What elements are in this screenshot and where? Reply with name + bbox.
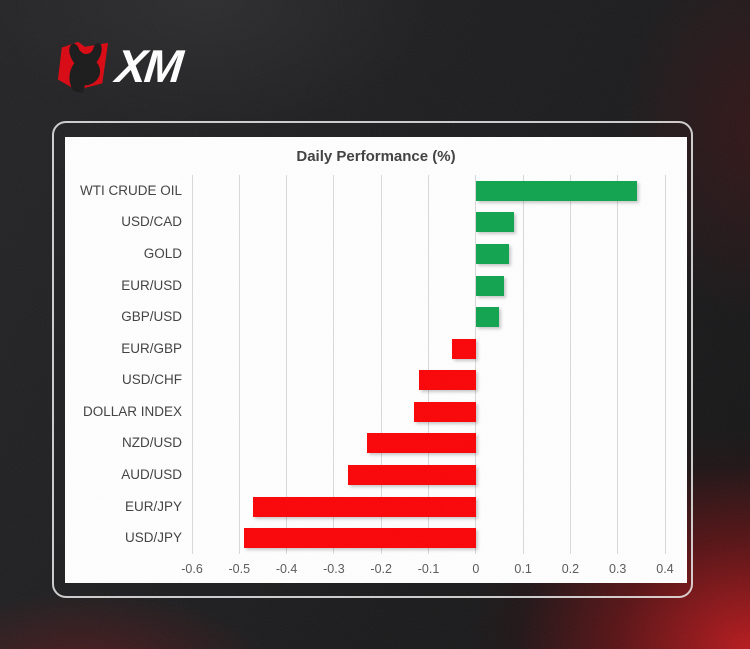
category-label: USD/CHF xyxy=(122,372,182,388)
bar-gbp-usd xyxy=(475,307,500,328)
tick-label: -0.5 xyxy=(228,562,251,576)
tick-label: 0.4 xyxy=(656,562,674,576)
bar-eur-usd xyxy=(475,275,505,296)
bar-eur-jpy xyxy=(253,496,476,517)
chart-surface: Daily Performance (%) WTI CRUDE OIL USD/C… xyxy=(65,137,687,583)
category-label: WTI CRUDE OIL xyxy=(79,182,182,198)
gridline xyxy=(238,175,240,554)
tick-label: -0.6 xyxy=(181,562,203,576)
gridline xyxy=(569,175,571,554)
tick-label: 0.1 xyxy=(514,562,532,576)
category-label: NZD/USD xyxy=(122,435,182,451)
tick-label: 0 xyxy=(472,562,480,576)
chart-card: Daily Performance (%) WTI CRUDE OIL USD/C… xyxy=(52,121,693,598)
bar-eur-gbp xyxy=(452,338,476,359)
category-label: GOLD xyxy=(143,245,182,261)
category-label: AUD/USD xyxy=(121,467,182,483)
bar-nzd-usd xyxy=(367,433,476,454)
category-label: USD/JPY xyxy=(124,530,182,546)
bar-usd-chf xyxy=(419,370,476,391)
value-axis: -0.6 -0.5 -0.4 -0.3 -0.2 -0.1 0 0.1 0.2 0.3 0.4 xyxy=(181,562,673,580)
plot-area xyxy=(191,175,666,554)
category-label: DOLLAR INDEX xyxy=(82,403,182,419)
bar-usd-jpy xyxy=(244,528,476,549)
bar-aud-usd xyxy=(348,465,476,486)
xm-logo: XM xyxy=(52,38,184,94)
bar-gold xyxy=(475,243,509,264)
category-label: USD/CAD xyxy=(121,214,182,230)
bar-wti-crude-oil xyxy=(475,180,637,201)
bar-dollar-index xyxy=(414,401,476,422)
tick-label: 0.2 xyxy=(561,562,580,576)
tick-label: -0.1 xyxy=(417,562,440,576)
tick-label: 0.3 xyxy=(608,562,627,576)
chart-title: Daily Performance (%) xyxy=(296,148,456,165)
tick-label: -0.4 xyxy=(275,562,298,576)
tick-label: -0.3 xyxy=(323,562,345,576)
category-axis: WTI CRUDE OIL USD/CAD GOLD EUR/USD GBP/USD EU… xyxy=(65,175,182,554)
gridline xyxy=(522,175,524,554)
category-label: EUR/GBP xyxy=(121,340,182,356)
tick-label: -0.2 xyxy=(370,562,392,576)
category-label: EUR/USD xyxy=(121,277,182,293)
gridline xyxy=(664,175,666,554)
xm-bull-icon xyxy=(57,41,109,93)
category-label: GBP/USD xyxy=(121,309,182,325)
category-label: EUR/JPY xyxy=(124,498,182,514)
gridline xyxy=(617,175,619,554)
bar-usd-cad xyxy=(475,212,514,233)
xm-logo-text: XM xyxy=(113,40,184,92)
gridline xyxy=(191,175,193,554)
